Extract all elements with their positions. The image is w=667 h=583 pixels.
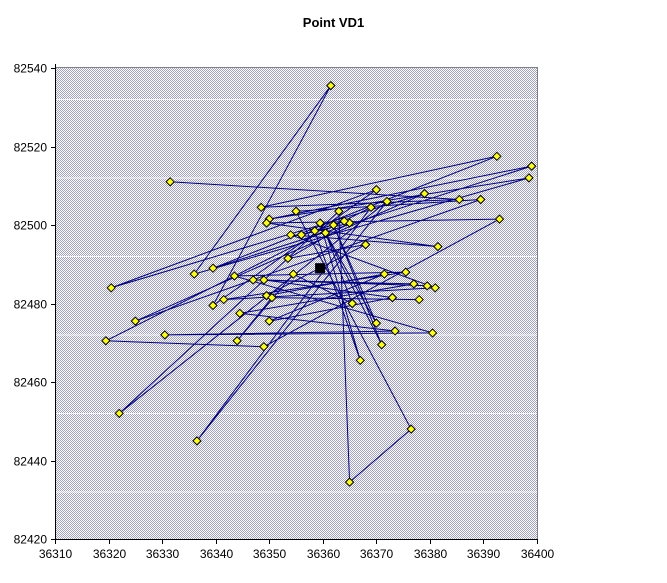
chart-title: Point VD1 <box>302 15 365 30</box>
y-tick-label: 82540 <box>14 62 48 76</box>
y-tick-label: 82460 <box>14 376 48 390</box>
data-point-diamond <box>208 300 218 311</box>
x-tick-label: 36320 <box>93 547 127 561</box>
data-point-diamond <box>414 294 424 305</box>
y-tick-label: 82500 <box>14 219 48 233</box>
data-point-diamond <box>291 206 301 216</box>
data-point-diamond <box>401 267 411 277</box>
y-tick-label: 82440 <box>14 455 48 469</box>
data-point-diamond <box>106 283 116 293</box>
data-point-diamond <box>267 292 277 303</box>
data-point-diamond <box>422 281 432 291</box>
data-point-diamond <box>296 230 307 240</box>
data-point-diamond <box>160 330 170 340</box>
data-point-diamond <box>165 177 175 187</box>
data-point-diamond <box>235 308 245 319</box>
data-point-diamond <box>454 194 465 205</box>
data-point-diamond <box>114 408 124 419</box>
x-tick-label: 36350 <box>253 547 287 561</box>
x-tick-label: 36390 <box>467 547 501 561</box>
data-point-diamond <box>259 341 269 352</box>
y-tick-label: 82480 <box>14 298 48 312</box>
data-point-diamond <box>328 220 339 230</box>
data-point-diamond <box>315 218 325 228</box>
data-point-diamond <box>264 316 274 326</box>
data-point-diamond <box>406 424 416 434</box>
x-tick-label: 36370 <box>360 547 394 561</box>
data-point-diamond <box>192 436 202 446</box>
data-point-diamond <box>390 326 400 336</box>
x-tick-label: 36330 <box>146 547 180 561</box>
data-point-diamond <box>387 292 398 303</box>
data-point-diamond <box>259 275 269 285</box>
data-point-diamond <box>285 230 296 240</box>
data-point-diamond <box>320 228 331 238</box>
data-point-diamond <box>371 184 382 195</box>
data-point-diamond <box>476 194 486 205</box>
data-point-diamond <box>218 294 229 305</box>
data-point-diamond <box>524 173 534 183</box>
data-point-diamond <box>379 269 390 279</box>
data-point-diamond <box>419 188 430 199</box>
data-point-diamond <box>366 202 376 213</box>
data-point-diamond <box>334 206 344 216</box>
data-point-diamond <box>427 328 438 338</box>
data-point-diamond <box>526 161 537 171</box>
data-point-diamond <box>433 241 443 252</box>
data-point-diamond <box>494 214 505 224</box>
data-point-diamond <box>310 226 320 236</box>
y-tick-label: 82520 <box>14 141 48 155</box>
data-point-diamond <box>189 269 199 279</box>
y-tick-label: 82420 <box>14 533 48 547</box>
data-point-diamond <box>360 239 371 250</box>
data-point-diamond <box>283 253 293 264</box>
data-point-diamond <box>409 279 419 289</box>
x-tick-label: 36380 <box>414 547 448 561</box>
data-point-diamond <box>256 202 266 213</box>
mean-point-square <box>315 263 326 274</box>
data-point-diamond <box>355 355 365 366</box>
data-point-diamond <box>261 218 272 228</box>
data-point-diamond <box>371 318 382 328</box>
x-tick-label: 36360 <box>307 547 341 561</box>
data-point-diamond <box>229 271 240 281</box>
series-line <box>105 85 532 484</box>
data-point-diamond <box>376 340 387 350</box>
data-point-diamond <box>492 151 502 162</box>
data-point-diamond <box>347 298 357 309</box>
data-point-diamond <box>101 336 111 346</box>
data-point-diamond <box>326 80 336 91</box>
data-point-diamond <box>382 196 392 207</box>
data-point-diamond <box>232 336 242 346</box>
x-tick-label: 36340 <box>200 547 234 561</box>
data-point-diamond <box>288 269 299 279</box>
data-point-diamond <box>344 477 355 487</box>
x-tick-label: 36310 <box>39 547 73 561</box>
data-point-diamond <box>130 316 141 326</box>
data-point-diamond <box>208 263 218 273</box>
data-point-diamond <box>430 283 440 293</box>
data-point-diamond <box>248 275 258 285</box>
data-point-diamond <box>339 216 349 226</box>
x-tick-label: 36400 <box>521 547 555 561</box>
